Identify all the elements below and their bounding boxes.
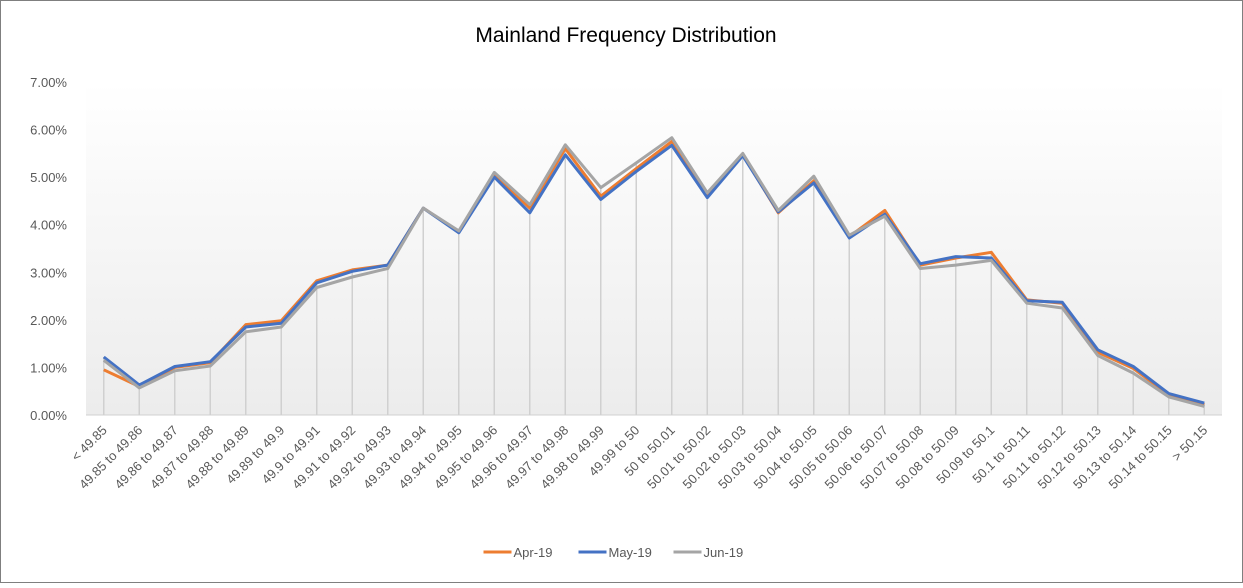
- legend-label: Jun-19: [704, 545, 744, 560]
- chart-title: Mainland Frequency Distribution: [475, 24, 776, 47]
- y-tick-label: 4.00%: [30, 218, 67, 233]
- series-line: [102, 143, 1205, 405]
- y-tick-label: 6.00%: [30, 123, 67, 138]
- legend-label: Apr-19: [514, 545, 553, 560]
- legend-label: May-19: [609, 545, 652, 560]
- series-line: [102, 136, 1205, 408]
- plot-area: [86, 82, 1222, 415]
- y-tick-label: 0.00%: [30, 408, 67, 423]
- y-tick-label: 3.00%: [30, 265, 67, 280]
- y-tick-label: 1.00%: [30, 360, 67, 375]
- y-tick-label: 5.00%: [30, 170, 67, 185]
- y-tick-label: 7.00%: [30, 75, 67, 90]
- y-tick-label: 2.00%: [30, 313, 67, 328]
